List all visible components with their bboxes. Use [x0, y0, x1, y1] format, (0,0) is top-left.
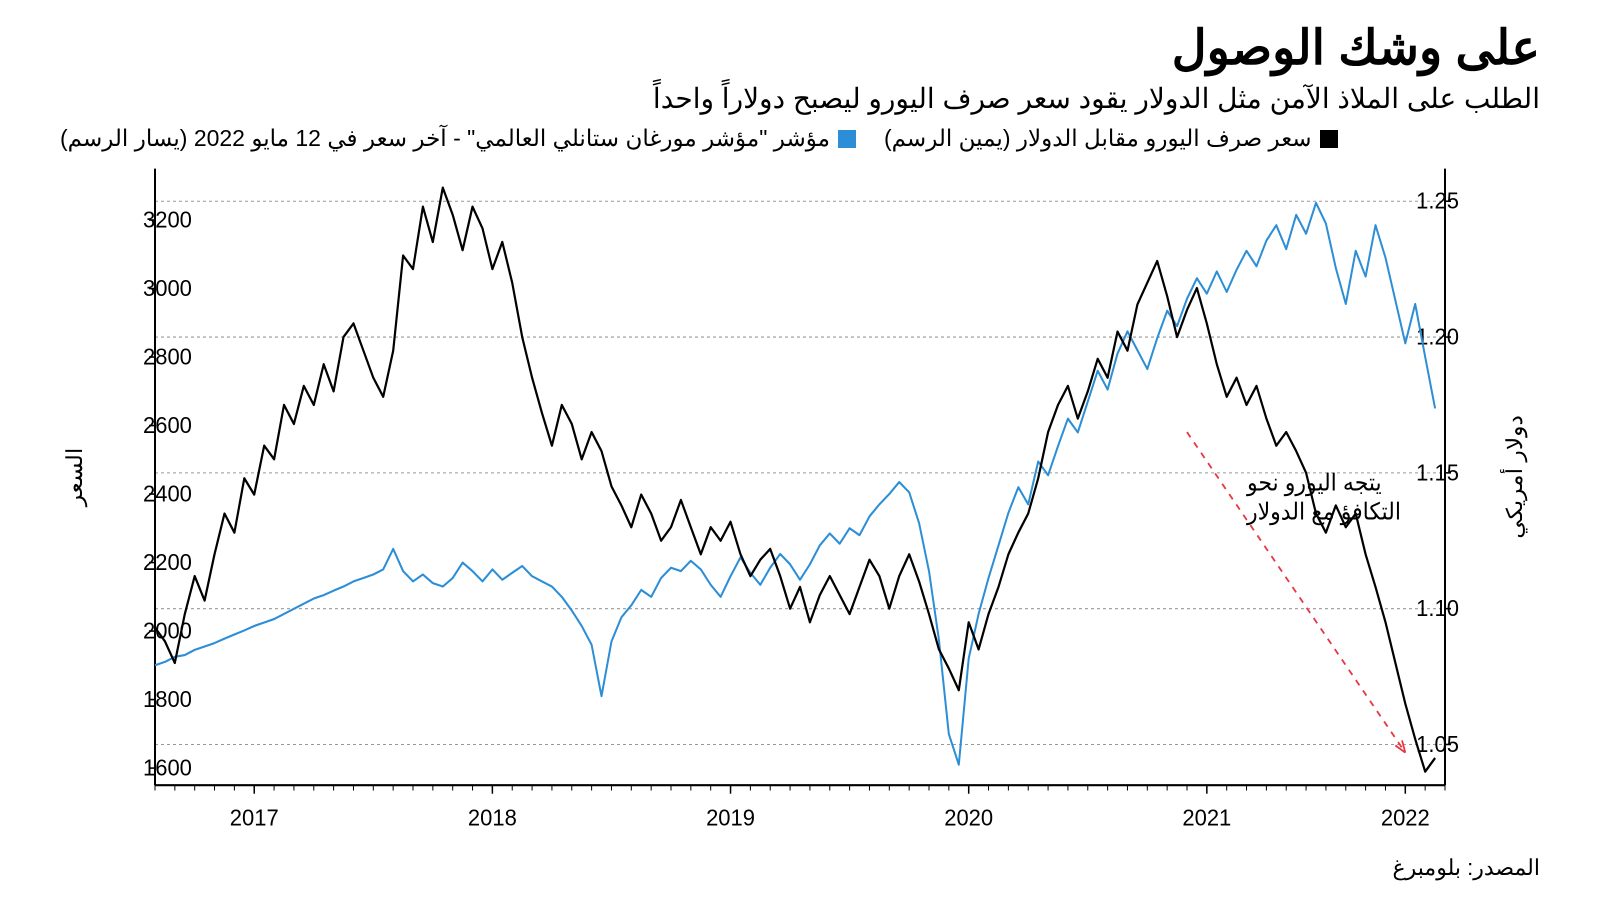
svg-text:1.25: 1.25 [1416, 187, 1459, 214]
legend: سعر صرف اليورو مقابل الدولار (يمين الرسم… [60, 125, 1540, 152]
svg-text:2018: 2018 [468, 804, 517, 831]
svg-text:2017: 2017 [230, 804, 279, 831]
svg-text:2400: 2400 [143, 480, 192, 507]
svg-text:2019: 2019 [706, 804, 755, 831]
svg-text:1.15: 1.15 [1416, 459, 1459, 486]
svg-text:2000: 2000 [143, 617, 192, 644]
svg-text:السعر: السعر [62, 448, 88, 508]
svg-text:2021: 2021 [1182, 804, 1231, 831]
legend-item-2: مؤشر "مؤشر مورغان ستانلي العالمي" - آخر … [60, 125, 856, 152]
svg-text:2600: 2600 [143, 411, 192, 438]
svg-text:يتجه اليورو نحو: يتجه اليورو نحو [1246, 469, 1382, 497]
svg-text:2022: 2022 [1381, 804, 1430, 831]
svg-text:1.10: 1.10 [1416, 594, 1459, 621]
chart-area: 1600 1800 2000 2200 2400 2600 2800 3000 3200 1.05… [60, 158, 1540, 849]
svg-text:دولار أمريكي: دولار أمريكي [1500, 415, 1528, 539]
svg-text:1800: 1800 [143, 685, 192, 712]
svg-text:1600: 1600 [143, 754, 192, 781]
svg-text:1.05: 1.05 [1416, 730, 1459, 757]
legend-label-1: سعر صرف اليورو مقابل الدولار (يمين الرسم… [884, 125, 1312, 152]
legend-swatch-1 [1320, 130, 1338, 148]
svg-text:2020: 2020 [944, 804, 993, 831]
chart-source: المصدر: بلومبرغ [60, 855, 1540, 881]
chart-subtitle: الطلب على الملاذ الآمن مثل الدولار يقود … [60, 82, 1540, 115]
svg-text:2800: 2800 [143, 343, 192, 370]
svg-text:3200: 3200 [143, 206, 192, 233]
legend-swatch-2 [838, 130, 856, 148]
svg-text:التكافؤ مع الدولار: التكافؤ مع الدولار [1246, 498, 1401, 526]
svg-text:2200: 2200 [143, 548, 192, 575]
chart-title: على وشك الوصول [60, 20, 1540, 76]
legend-item-1: سعر صرف اليورو مقابل الدولار (يمين الرسم… [884, 125, 1338, 152]
legend-label-2: مؤشر "مؤشر مورغان ستانلي العالمي" - آخر … [60, 125, 830, 152]
chart-svg: 1600 1800 2000 2200 2400 2600 2800 3000 3200 1.05… [60, 158, 1540, 849]
svg-text:3000: 3000 [143, 274, 192, 301]
